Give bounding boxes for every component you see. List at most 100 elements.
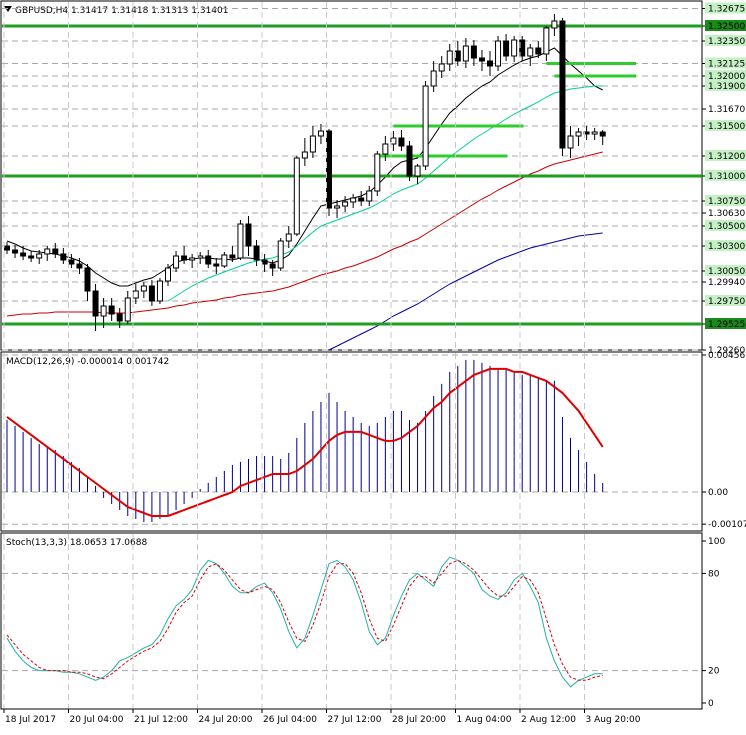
macd-grid: [2, 354, 702, 525]
bear-candle-body: [269, 263, 276, 269]
candle: [575, 128, 582, 146]
bear-candle-body: [398, 137, 405, 147]
candle: [309, 126, 316, 158]
candle: [100, 298, 107, 328]
bull-candle-body: [575, 131, 582, 137]
candle: [52, 243, 59, 258]
candle: [503, 34, 510, 61]
bear-candle-body: [599, 131, 606, 137]
bull-candle-body: [100, 305, 107, 317]
stochastic-label: Stoch(13,3,3) 18.0653 17.0688: [6, 538, 147, 548]
candle: [189, 254, 196, 268]
bull-candle-body: [430, 70, 437, 87]
bear-candle-body: [68, 259, 75, 265]
bear-candle-body: [205, 255, 212, 265]
bear-candle-body: [229, 254, 236, 259]
candle: [84, 264, 91, 301]
bear-candle-body: [559, 20, 566, 149]
time-tick-label: 1 Aug 04:00: [457, 715, 512, 725]
bear-candle-body: [12, 249, 19, 254]
price-tick-label: 1.32350: [708, 37, 745, 47]
candle: [535, 41, 542, 58]
bull-candle-body: [551, 20, 558, 29]
candle: [551, 14, 558, 36]
macd-tick-label: 0.004562: [708, 351, 746, 361]
bear-candle-body: [76, 263, 83, 269]
moving-average-line: [167, 85, 603, 302]
bull-candle-body: [495, 40, 502, 67]
macd-panel[interactable]: MACD(12,26,9) -0.000014 0.001742 0.00456…: [0, 351, 746, 532]
candle: [269, 260, 276, 276]
bear-candle-body: [253, 245, 260, 261]
candle: [511, 36, 518, 62]
candle: [599, 130, 606, 145]
candle: [116, 308, 123, 328]
stochastic-signal-line: [6, 559, 603, 681]
candle: [36, 250, 43, 264]
candle: [342, 196, 349, 212]
price-panel[interactable]: GBPUSD,H4 1.31417 1.31418 1.31313 1.3140…: [0, 0, 746, 356]
price-label-box: [705, 240, 746, 251]
bear-candle-body: [326, 130, 332, 209]
price-tick-label: 1.29525: [708, 320, 745, 330]
bear-candle-body: [116, 313, 123, 322]
bull-candle-body: [374, 153, 381, 192]
bull-candle-body: [543, 27, 550, 55]
candle: [301, 138, 308, 166]
price-label-box: [705, 170, 746, 181]
bear-candle-body: [213, 263, 220, 267]
bull-candle-body: [527, 47, 534, 57]
bull-candle-body: [124, 297, 131, 322]
bear-candle-body: [4, 245, 10, 251]
candle: [12, 245, 19, 258]
bull-candle-body: [189, 257, 196, 261]
bear-candle-body: [245, 223, 252, 247]
bear-candle-body: [470, 45, 477, 59]
bull-candle-body: [414, 165, 421, 177]
candle: [148, 280, 155, 306]
bull-candle-body: [317, 130, 324, 137]
macd-signal-path: [6, 367, 604, 517]
bear-candle-body: [148, 285, 155, 302]
bear-candle-body: [84, 267, 91, 292]
candle: [462, 38, 469, 68]
bull-candle-body: [156, 280, 163, 302]
bull-candle-body: [221, 254, 228, 267]
bull-candle-body: [165, 267, 171, 282]
bear-candle-body: [478, 57, 485, 62]
bull-candle-body: [309, 135, 316, 153]
candle: [478, 50, 485, 71]
candle: [293, 156, 300, 236]
candle: [438, 56, 445, 78]
bear-candle-body: [20, 252, 27, 257]
bull-candle-body: [438, 63, 445, 72]
bull-candle-body: [382, 143, 389, 155]
bull-candle-body: [301, 151, 308, 159]
candle: [60, 248, 67, 264]
bull-candle-body: [237, 223, 244, 259]
price-label-box: [705, 120, 746, 131]
candles[interactable]: [4, 14, 606, 331]
candle: [358, 191, 365, 206]
macd-axis: 0.004562 0.00 -0.001074: [702, 351, 746, 530]
candle: [173, 251, 180, 272]
candle: [406, 141, 413, 181]
candle: [326, 129, 332, 216]
bear-candle-body: [406, 145, 413, 177]
macd-panel-frame: [0, 351, 703, 532]
bear-candle-body: [92, 290, 99, 317]
stochastic-tick-label: 20: [708, 667, 720, 677]
bull-candle-body: [366, 190, 373, 202]
price-axis: 1.32675 1.32500 1.32350 1.32125 1.320001.319…: [702, 2, 746, 356]
candle: [76, 258, 83, 274]
bull-candle-body: [334, 205, 341, 209]
candle: [20, 246, 27, 260]
bear-candle-body: [487, 60, 493, 67]
candle: [277, 238, 284, 271]
stochastic-panel[interactable]: Stoch(13,3,3) 18.0653 17.0688 100 80 20 0: [0, 532, 725, 710]
stochastic-tick-label: 80: [708, 569, 720, 579]
candle: [285, 226, 292, 248]
moving-average-line: [328, 232, 603, 351]
